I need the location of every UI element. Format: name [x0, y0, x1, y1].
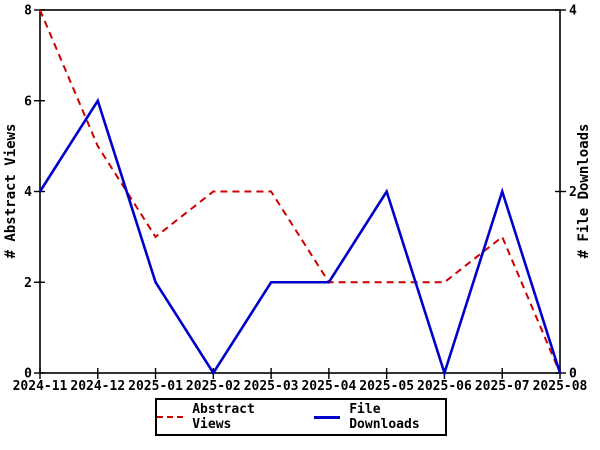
- legend-label-file-downloads: File Downloads: [349, 402, 420, 432]
- legend-item-abstract-views: Abstract Views: [157, 402, 288, 432]
- left-axis-title: # Abstract Views: [3, 123, 19, 259]
- legend-label-abstract-views: Abstract Views: [192, 402, 255, 432]
- svg-text:0: 0: [24, 367, 32, 382]
- svg-text:2025-08: 2025-08: [533, 379, 588, 394]
- svg-text:2024-12: 2024-12: [70, 379, 125, 394]
- svg-text:4: 4: [24, 185, 32, 200]
- svg-text:2: 2: [24, 276, 32, 291]
- svg-text:8: 8: [24, 4, 32, 19]
- svg-text:2025-04: 2025-04: [301, 379, 356, 394]
- svg-text:2025-01: 2025-01: [128, 379, 183, 394]
- legend-item-file-downloads: File Downloads: [314, 402, 445, 432]
- abstract-views-line-sample-icon: [157, 416, 184, 418]
- svg-text:6: 6: [24, 94, 32, 109]
- svg-text:4: 4: [569, 4, 577, 19]
- file-downloads-line-sample-icon: [314, 415, 341, 419]
- svg-text:2: 2: [569, 185, 577, 200]
- svg-text:2025-05: 2025-05: [359, 379, 414, 394]
- svg-text:2025-03: 2025-03: [244, 379, 299, 394]
- svg-text:0: 0: [569, 367, 577, 382]
- svg-text:2025-07: 2025-07: [475, 379, 530, 394]
- svg-text:2024-11: 2024-11: [13, 379, 68, 394]
- right-axis-title: # File Downloads: [576, 123, 592, 259]
- svg-text:2025-06: 2025-06: [417, 379, 472, 394]
- svg-text:2025-02: 2025-02: [186, 379, 241, 394]
- legend: Abstract Views File Downloads: [155, 398, 447, 436]
